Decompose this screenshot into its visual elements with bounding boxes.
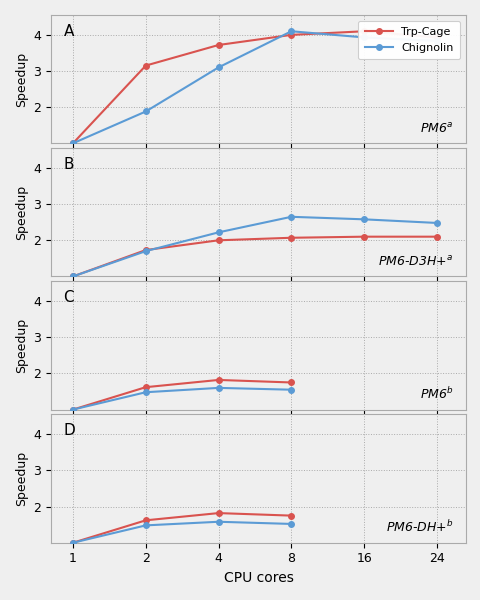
Text: C: C <box>63 290 74 305</box>
Text: PM6-D3H+$^{a}$: PM6-D3H+$^{a}$ <box>378 255 453 269</box>
Text: A: A <box>63 24 74 39</box>
Y-axis label: Speedup: Speedup <box>15 451 28 506</box>
Text: PM6-DH+$^{b}$: PM6-DH+$^{b}$ <box>385 519 453 535</box>
Y-axis label: Speedup: Speedup <box>15 52 28 107</box>
Text: PM6$^{b}$: PM6$^{b}$ <box>419 386 453 402</box>
Text: B: B <box>63 157 74 172</box>
X-axis label: CPU cores: CPU cores <box>223 571 293 585</box>
Y-axis label: Speedup: Speedup <box>15 185 28 240</box>
Legend: Trp-Cage, Chignolin: Trp-Cage, Chignolin <box>357 20 459 59</box>
Y-axis label: Speedup: Speedup <box>15 318 28 373</box>
Text: PM6$^{a}$: PM6$^{a}$ <box>420 122 453 136</box>
Text: D: D <box>63 424 75 439</box>
